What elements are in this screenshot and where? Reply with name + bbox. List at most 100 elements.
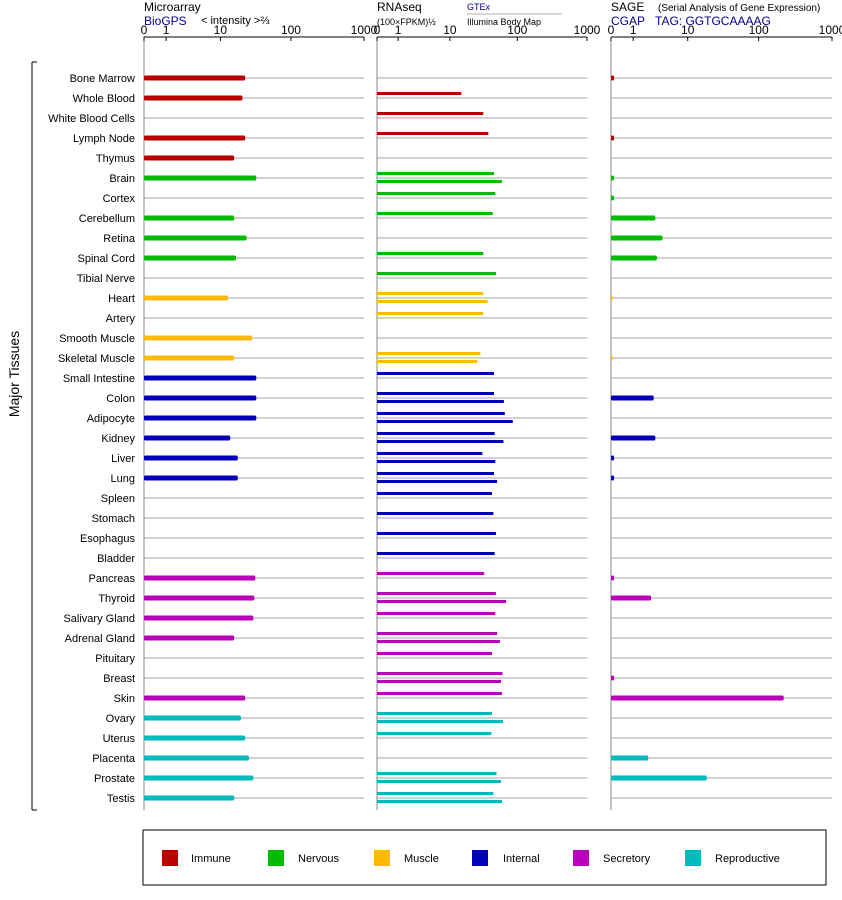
expression-bar: [377, 92, 462, 95]
expression-bar: [144, 395, 257, 401]
x-tick-label: 1000: [351, 23, 378, 37]
tissue-label: Pancreas: [89, 573, 136, 585]
expression-bar: [611, 255, 657, 261]
expression-bar: [144, 795, 235, 801]
expression-bar: [611, 675, 615, 681]
expression-bar: [377, 640, 500, 643]
expression-bar: [377, 192, 496, 195]
expression-bar: [377, 420, 513, 423]
expression-bar: [377, 460, 496, 463]
expression-bar: [144, 155, 235, 161]
expression-bar: [144, 355, 235, 361]
expression-bar: [377, 180, 502, 183]
tissue-label: Breast: [103, 673, 135, 685]
expression-bar: [377, 592, 496, 595]
panel-title-microarray: Microarray: [144, 0, 201, 14]
panel-title-rnaseq: RNAseq: [377, 0, 422, 14]
expression-bar: [144, 575, 256, 581]
x-tick-label: 0: [141, 23, 148, 37]
sage-tag: TAG: GGTGCAAAAG: [655, 14, 771, 28]
expression-bar: [144, 435, 231, 441]
expression-bar: [144, 415, 257, 421]
expression-bar: [144, 715, 241, 721]
sage-description: (Serial Analysis of Gene Expression): [658, 3, 820, 14]
expression-bar: [144, 75, 246, 81]
expression-bar: [144, 635, 235, 641]
expression-bar: [377, 480, 498, 483]
tissue-label: Skeletal Muscle: [58, 353, 135, 365]
tissue-label: Skin: [114, 693, 135, 705]
tissue-label: Artery: [106, 313, 136, 325]
expression-bar: [377, 720, 503, 723]
microarray-units: < intensity >⅔: [201, 15, 270, 27]
tissue-label: Esophagus: [80, 533, 136, 545]
expression-bar: [144, 335, 253, 341]
expression-bar: [377, 412, 505, 415]
cgap-link[interactable]: CGAP: [611, 14, 645, 28]
legend-swatch: [374, 850, 390, 866]
x-tick-label: 100: [507, 23, 527, 37]
tissue-label: Tibial Nerve: [77, 273, 135, 285]
expression-bar: [611, 475, 615, 481]
expression-bar: [611, 455, 615, 461]
expression-bar: [144, 295, 229, 301]
expression-bar: [144, 255, 237, 261]
tissue-label: Bladder: [97, 553, 135, 565]
expression-bar: [377, 112, 484, 115]
expression-bar: [611, 235, 663, 241]
tissue-label: Pituitary: [95, 653, 135, 665]
expression-bar: [144, 135, 246, 141]
tissue-label: White Blood Cells: [48, 113, 135, 125]
expression-bar: [611, 195, 615, 201]
x-tick-label: 1000: [574, 23, 601, 37]
expression-bar: [611, 775, 707, 781]
expression-bar: [377, 792, 494, 795]
legend-swatch: [268, 850, 284, 866]
expression-bar: [377, 712, 493, 715]
expression-bar: [144, 615, 254, 621]
expression-bar: [377, 672, 503, 675]
rnaseq-units: (100×FPKM)½: [377, 17, 436, 27]
gtex-link[interactable]: GTEx: [467, 2, 491, 12]
expression-bar: [144, 475, 238, 481]
tissue-label: Spinal Cord: [78, 253, 135, 265]
expression-bar: [144, 455, 238, 461]
illumina-body-map-label: Illumina Body Map: [467, 17, 541, 27]
tissue-label: Prostate: [94, 773, 135, 785]
tissue-label: Kidney: [101, 433, 135, 445]
expression-bar: [144, 235, 247, 241]
expression-bar: [611, 755, 649, 761]
expression-bar: [144, 95, 243, 101]
tissue-label: Stomach: [92, 513, 135, 525]
expression-bar: [377, 400, 504, 403]
expression-bar: [144, 695, 246, 701]
x-tick-label: 1: [163, 23, 170, 37]
y-axis-label: Major Tissues: [6, 331, 22, 417]
tissue-label: Thymus: [96, 153, 136, 165]
tissue-label: Placenta: [92, 753, 136, 765]
expression-bar: [377, 312, 484, 315]
x-tick-label: 10: [214, 23, 228, 37]
tissue-label: Heart: [108, 293, 135, 305]
expression-bar: [377, 452, 483, 455]
expression-bar: [611, 295, 613, 301]
expression-bar: [611, 595, 652, 601]
x-tick-label: 1000: [819, 23, 842, 37]
biogps-link[interactable]: BioGPS: [144, 14, 187, 28]
tissue-label: Ovary: [106, 713, 136, 725]
legend-label: Secretory: [603, 853, 651, 865]
tissue-label: Whole Blood: [73, 93, 135, 105]
legend-label: Immune: [191, 853, 231, 865]
expression-bar: [377, 492, 493, 495]
expression-bar: [377, 680, 501, 683]
expression-bar: [611, 355, 613, 361]
expression-bar: [377, 612, 496, 615]
x-tick-label: 0: [374, 23, 381, 37]
panel-title-sage: SAGE: [611, 0, 644, 14]
expression-bar: [144, 735, 246, 741]
expression-bar: [377, 632, 498, 635]
expression-bar: [377, 432, 495, 435]
x-tick-label: 1: [395, 23, 402, 37]
tissue-label: Bone Marrow: [70, 73, 135, 85]
tissue-label: Adrenal Gland: [65, 633, 135, 645]
